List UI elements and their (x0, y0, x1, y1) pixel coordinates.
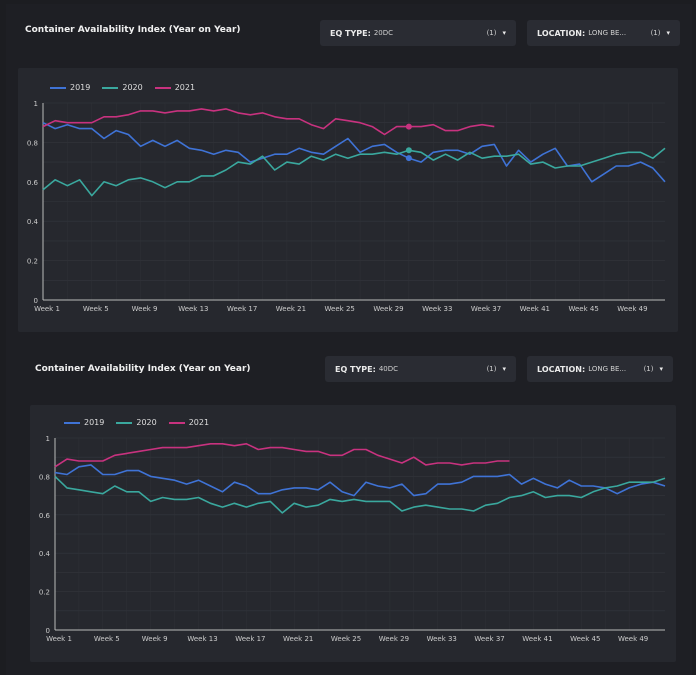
x-tick-label: Week 29 (373, 305, 403, 313)
x-tick-label: Week 33 (422, 305, 452, 313)
legend-item-2021[interactable]: 2021 (168, 418, 209, 427)
x-tick-label: Week 41 (522, 635, 552, 643)
eq-type-filter[interactable]: EQ TYPE: 20DC (1) ▾ (320, 20, 516, 46)
chart-panel-20dc (18, 68, 678, 332)
legend-item-2020[interactable]: 2020 (116, 418, 157, 427)
y-tick-label: 0.4 (39, 550, 51, 558)
x-tick-label: Week 33 (427, 635, 457, 643)
chart-title: Container Availability Index (Year on Ye… (35, 364, 251, 374)
legend-item-2019[interactable]: 2019 (50, 83, 90, 92)
x-tick-label: Week 1 (46, 635, 72, 643)
x-tick-label: Week 9 (132, 305, 158, 313)
filter-label: EQ TYPE: (335, 364, 376, 374)
filter-count: (1) (486, 29, 497, 37)
filter-label: LOCATION: (537, 364, 586, 374)
chart-title: Container Availability Index (Year on Ye… (25, 25, 241, 35)
y-tick-label: 0.6 (27, 179, 39, 187)
caret-down-icon: ▾ (502, 29, 506, 37)
legend: 2019 2020 2021 (64, 418, 209, 427)
x-tick-label: Week 5 (94, 635, 120, 643)
eq-type-filter[interactable]: EQ TYPE: 40DC (1) ▾ (325, 356, 516, 382)
y-tick-label: 0.6 (39, 512, 51, 520)
hover-point-2021 (405, 123, 412, 130)
series-line-2021 (54, 442, 510, 468)
x-tick-label: Week 1 (34, 305, 60, 313)
legend-item-2020[interactable]: 2020 (102, 83, 143, 92)
x-tick-label: Week 49 (618, 635, 648, 643)
caret-down-icon: ▾ (659, 365, 663, 373)
caret-down-icon: ▾ (502, 365, 506, 373)
filter-value: LONG BE... (588, 29, 627, 37)
chart-panel-40dc (30, 405, 676, 662)
filter-count: (1) (650, 29, 661, 37)
y-tick-label: 0.4 (27, 218, 39, 226)
y-tick-label: 0.2 (39, 589, 50, 597)
location-filter[interactable]: LOCATION: LONG BE... (1) ▾ (527, 356, 673, 382)
series-line-2020 (42, 147, 666, 197)
x-tick-label: Week 17 (227, 305, 257, 313)
legend-item-2019[interactable]: 2019 (64, 418, 104, 427)
filter-value: 20DC (373, 29, 394, 37)
series-line-2019 (54, 464, 666, 497)
series-line-2021 (42, 108, 495, 136)
filter-count: (1) (486, 365, 497, 373)
x-tick-label: Week 45 (568, 305, 598, 313)
y-tick-label: 1 (46, 435, 50, 443)
legend: 2019 2020 2021 (50, 83, 195, 92)
y-tick-label: 0.2 (27, 258, 38, 266)
x-tick-label: Week 45 (570, 635, 600, 643)
filter-value: 40DC (378, 365, 399, 373)
x-tick-label: Week 13 (187, 635, 217, 643)
series-line-2019 (42, 121, 666, 183)
filter-label: LOCATION: (537, 28, 586, 38)
x-tick-label: Week 5 (83, 305, 109, 313)
x-tick-label: Week 29 (379, 635, 409, 643)
hover-point-2020 (405, 147, 412, 154)
legend-item-2021[interactable]: 2021 (154, 83, 195, 92)
x-tick-label: Week 13 (178, 305, 208, 313)
x-tick-label: Week 49 (617, 305, 647, 313)
x-tick-label: Week 21 (276, 305, 306, 313)
x-tick-label: Week 25 (325, 305, 355, 313)
y-tick-label: 0 (34, 297, 38, 305)
x-tick-label: Week 37 (474, 635, 504, 643)
filter-value: LONG BE... (588, 365, 627, 373)
location-filter[interactable]: LOCATION: LONG BE... (1) ▾ (527, 20, 680, 46)
y-tick-label: 0.8 (27, 139, 38, 147)
filter-label: EQ TYPE: (330, 28, 371, 38)
x-tick-label: Week 17 (235, 635, 265, 643)
series-line-2020 (54, 475, 666, 514)
x-tick-label: Week 9 (142, 635, 168, 643)
x-tick-label: Week 21 (283, 635, 313, 643)
y-tick-label: 0.8 (39, 473, 50, 481)
caret-down-icon: ▾ (666, 29, 670, 37)
x-tick-label: Week 37 (471, 305, 501, 313)
y-tick-label: 1 (34, 100, 38, 108)
filter-count: (1) (643, 365, 654, 373)
x-tick-label: Week 25 (331, 635, 361, 643)
hover-point-2019 (405, 155, 412, 162)
y-tick-label: 0 (46, 627, 50, 635)
x-tick-label: Week 41 (520, 305, 550, 313)
